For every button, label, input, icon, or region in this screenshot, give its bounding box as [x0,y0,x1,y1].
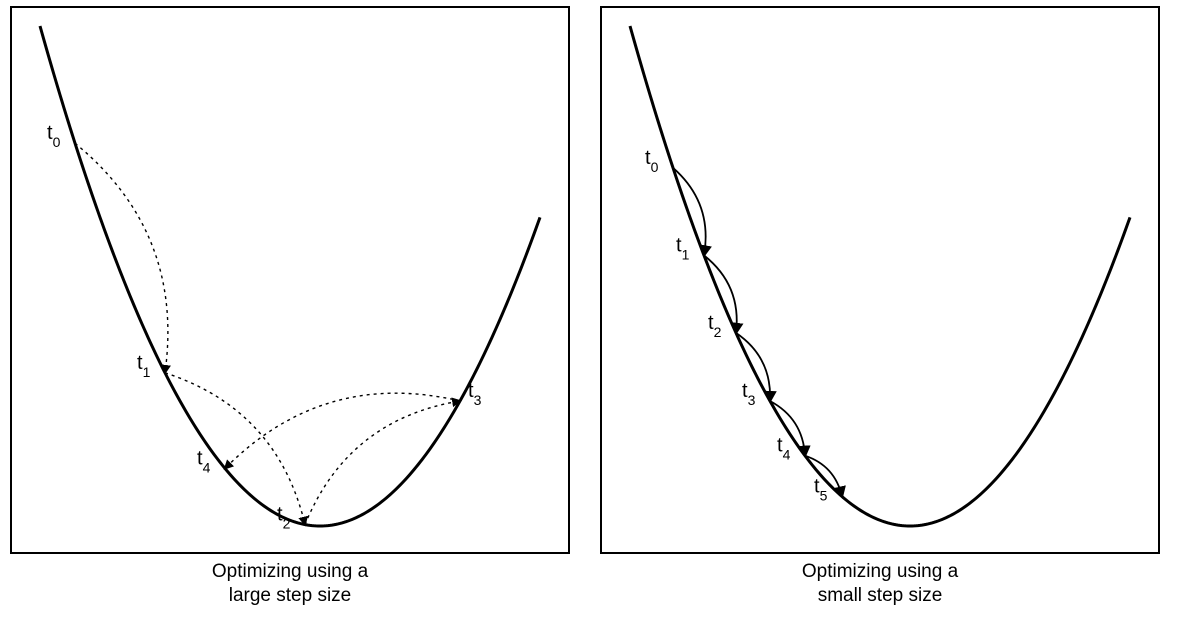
page: t0t1t2t3t4 Optimizing using a large step… [0,0,1179,626]
left-caption-line2: large step size [229,585,352,606]
left-panel: t0t1t2t3t4 [10,6,570,554]
right-caption: Optimizing using a small step size [600,560,1160,608]
panel-border [11,7,569,553]
right-caption-line1: Optimizing using a [802,561,958,582]
panel-border [601,7,1159,553]
right-panel: t0t1t2t3t4t5 [600,6,1160,554]
right-caption-line2: small step size [818,585,943,606]
left-caption: Optimizing using a large step size [10,560,570,608]
left-caption-line1: Optimizing using a [212,561,368,582]
